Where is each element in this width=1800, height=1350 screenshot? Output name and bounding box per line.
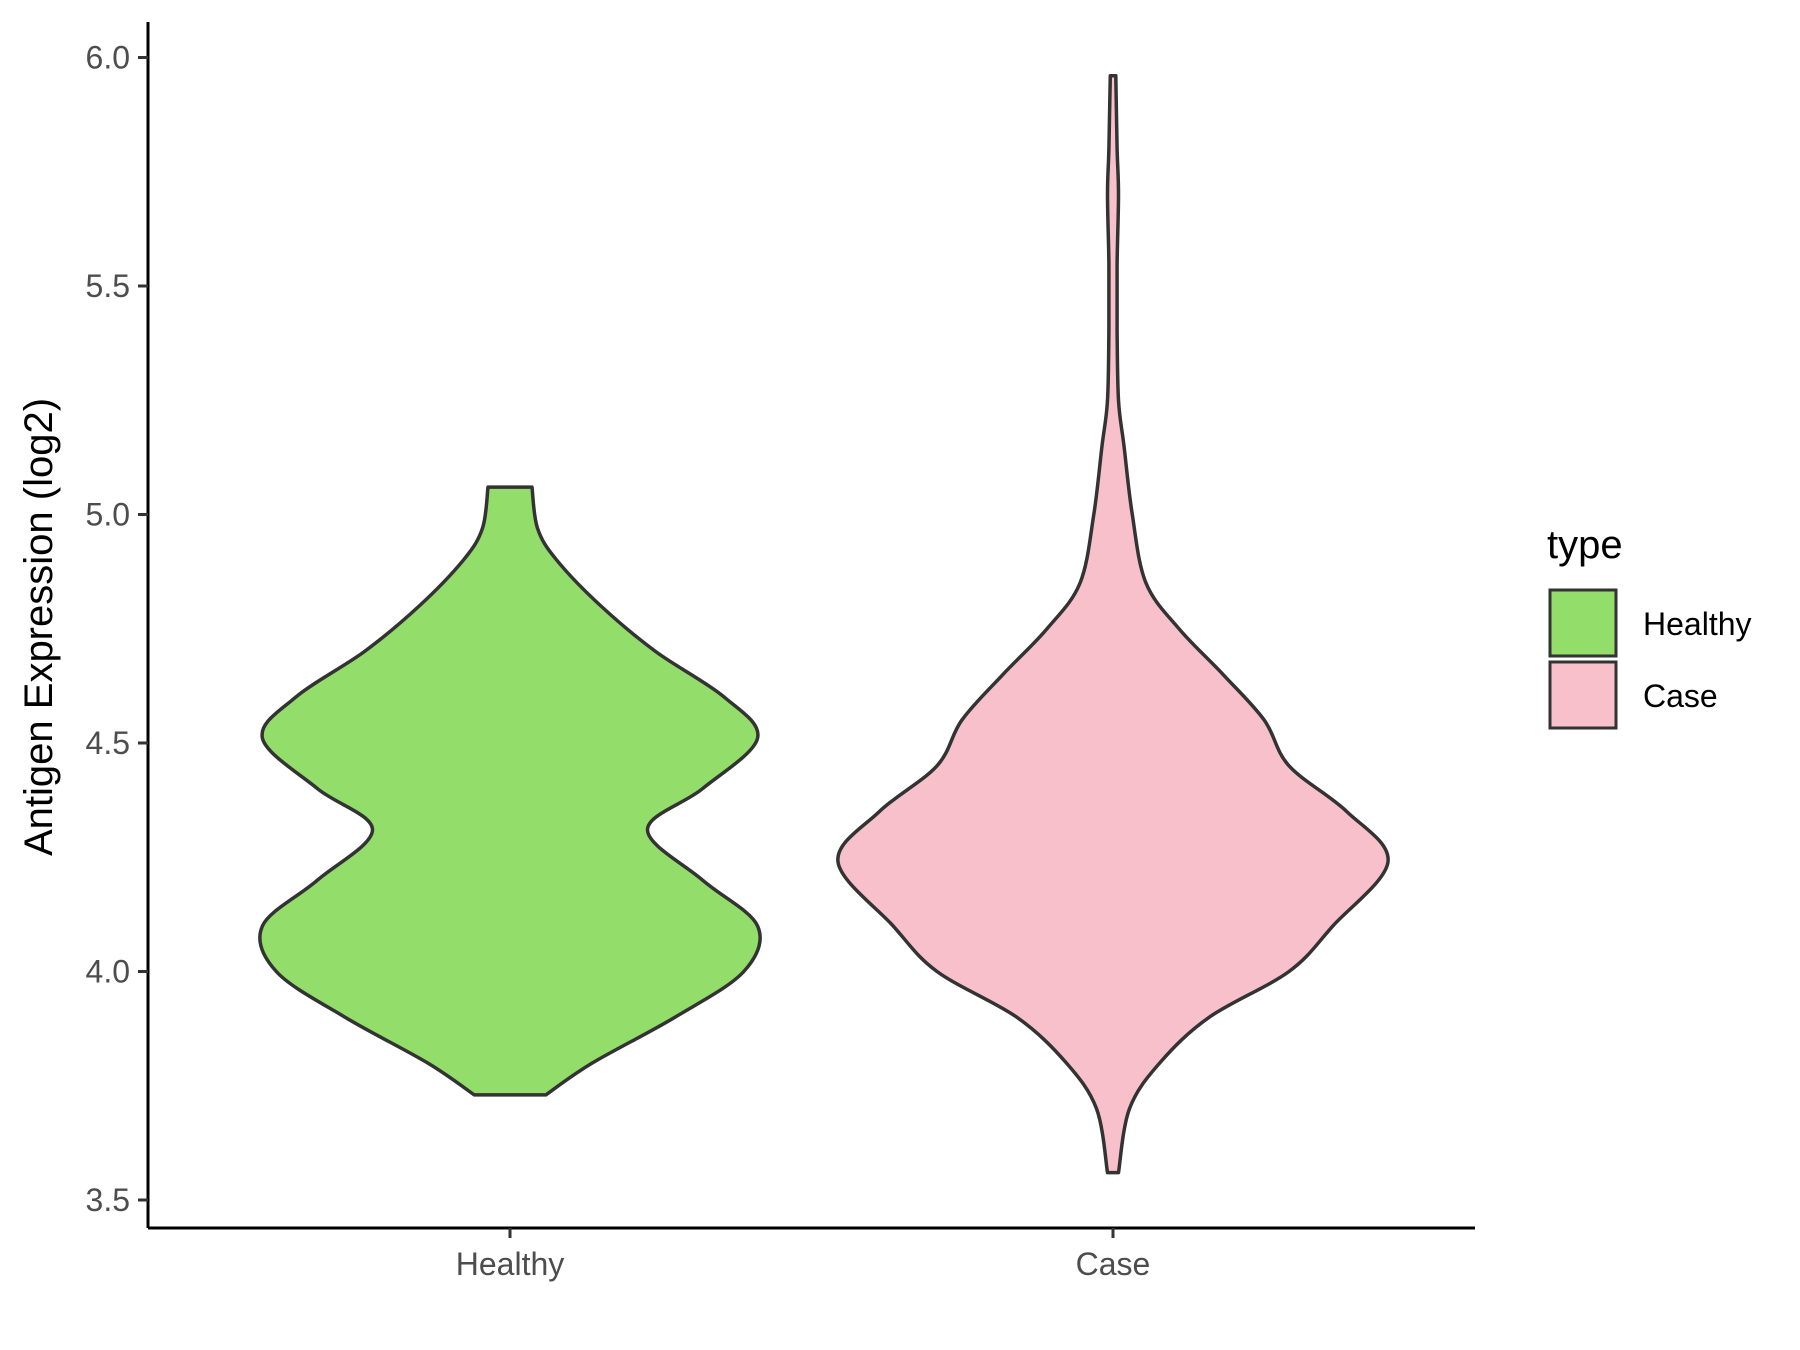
legend-swatch-case [1548,660,1618,730]
y-tick-label: 4.0 [86,954,130,990]
x-tick-label-healthy: Healthy [456,1246,565,1282]
violins [258,74,1390,1175]
y-tick-label: 5.0 [86,497,130,533]
y-tick-label: 3.5 [86,1182,130,1218]
y-axis-title: Antigen Expression (log2) [17,398,61,856]
y-axis: 3.5 4.0 4.5 5.0 5.5 6.0 [86,22,150,1228]
y-tick-label: 6.0 [86,40,130,76]
x-tick-label-case: Case [1076,1246,1151,1282]
legend: type Healthy Case [1547,523,1752,730]
violin-case [836,74,1390,1175]
legend-title: type [1547,523,1623,567]
legend-swatch-healthy [1548,588,1618,658]
y-tick-label: 5.5 [86,268,130,304]
violin-healthy [258,485,762,1097]
legend-label-case: Case [1643,678,1718,714]
legend-label-healthy: Healthy [1643,606,1752,642]
x-axis: Healthy Case [148,1226,1475,1282]
y-tick-label: 4.5 [86,725,130,761]
